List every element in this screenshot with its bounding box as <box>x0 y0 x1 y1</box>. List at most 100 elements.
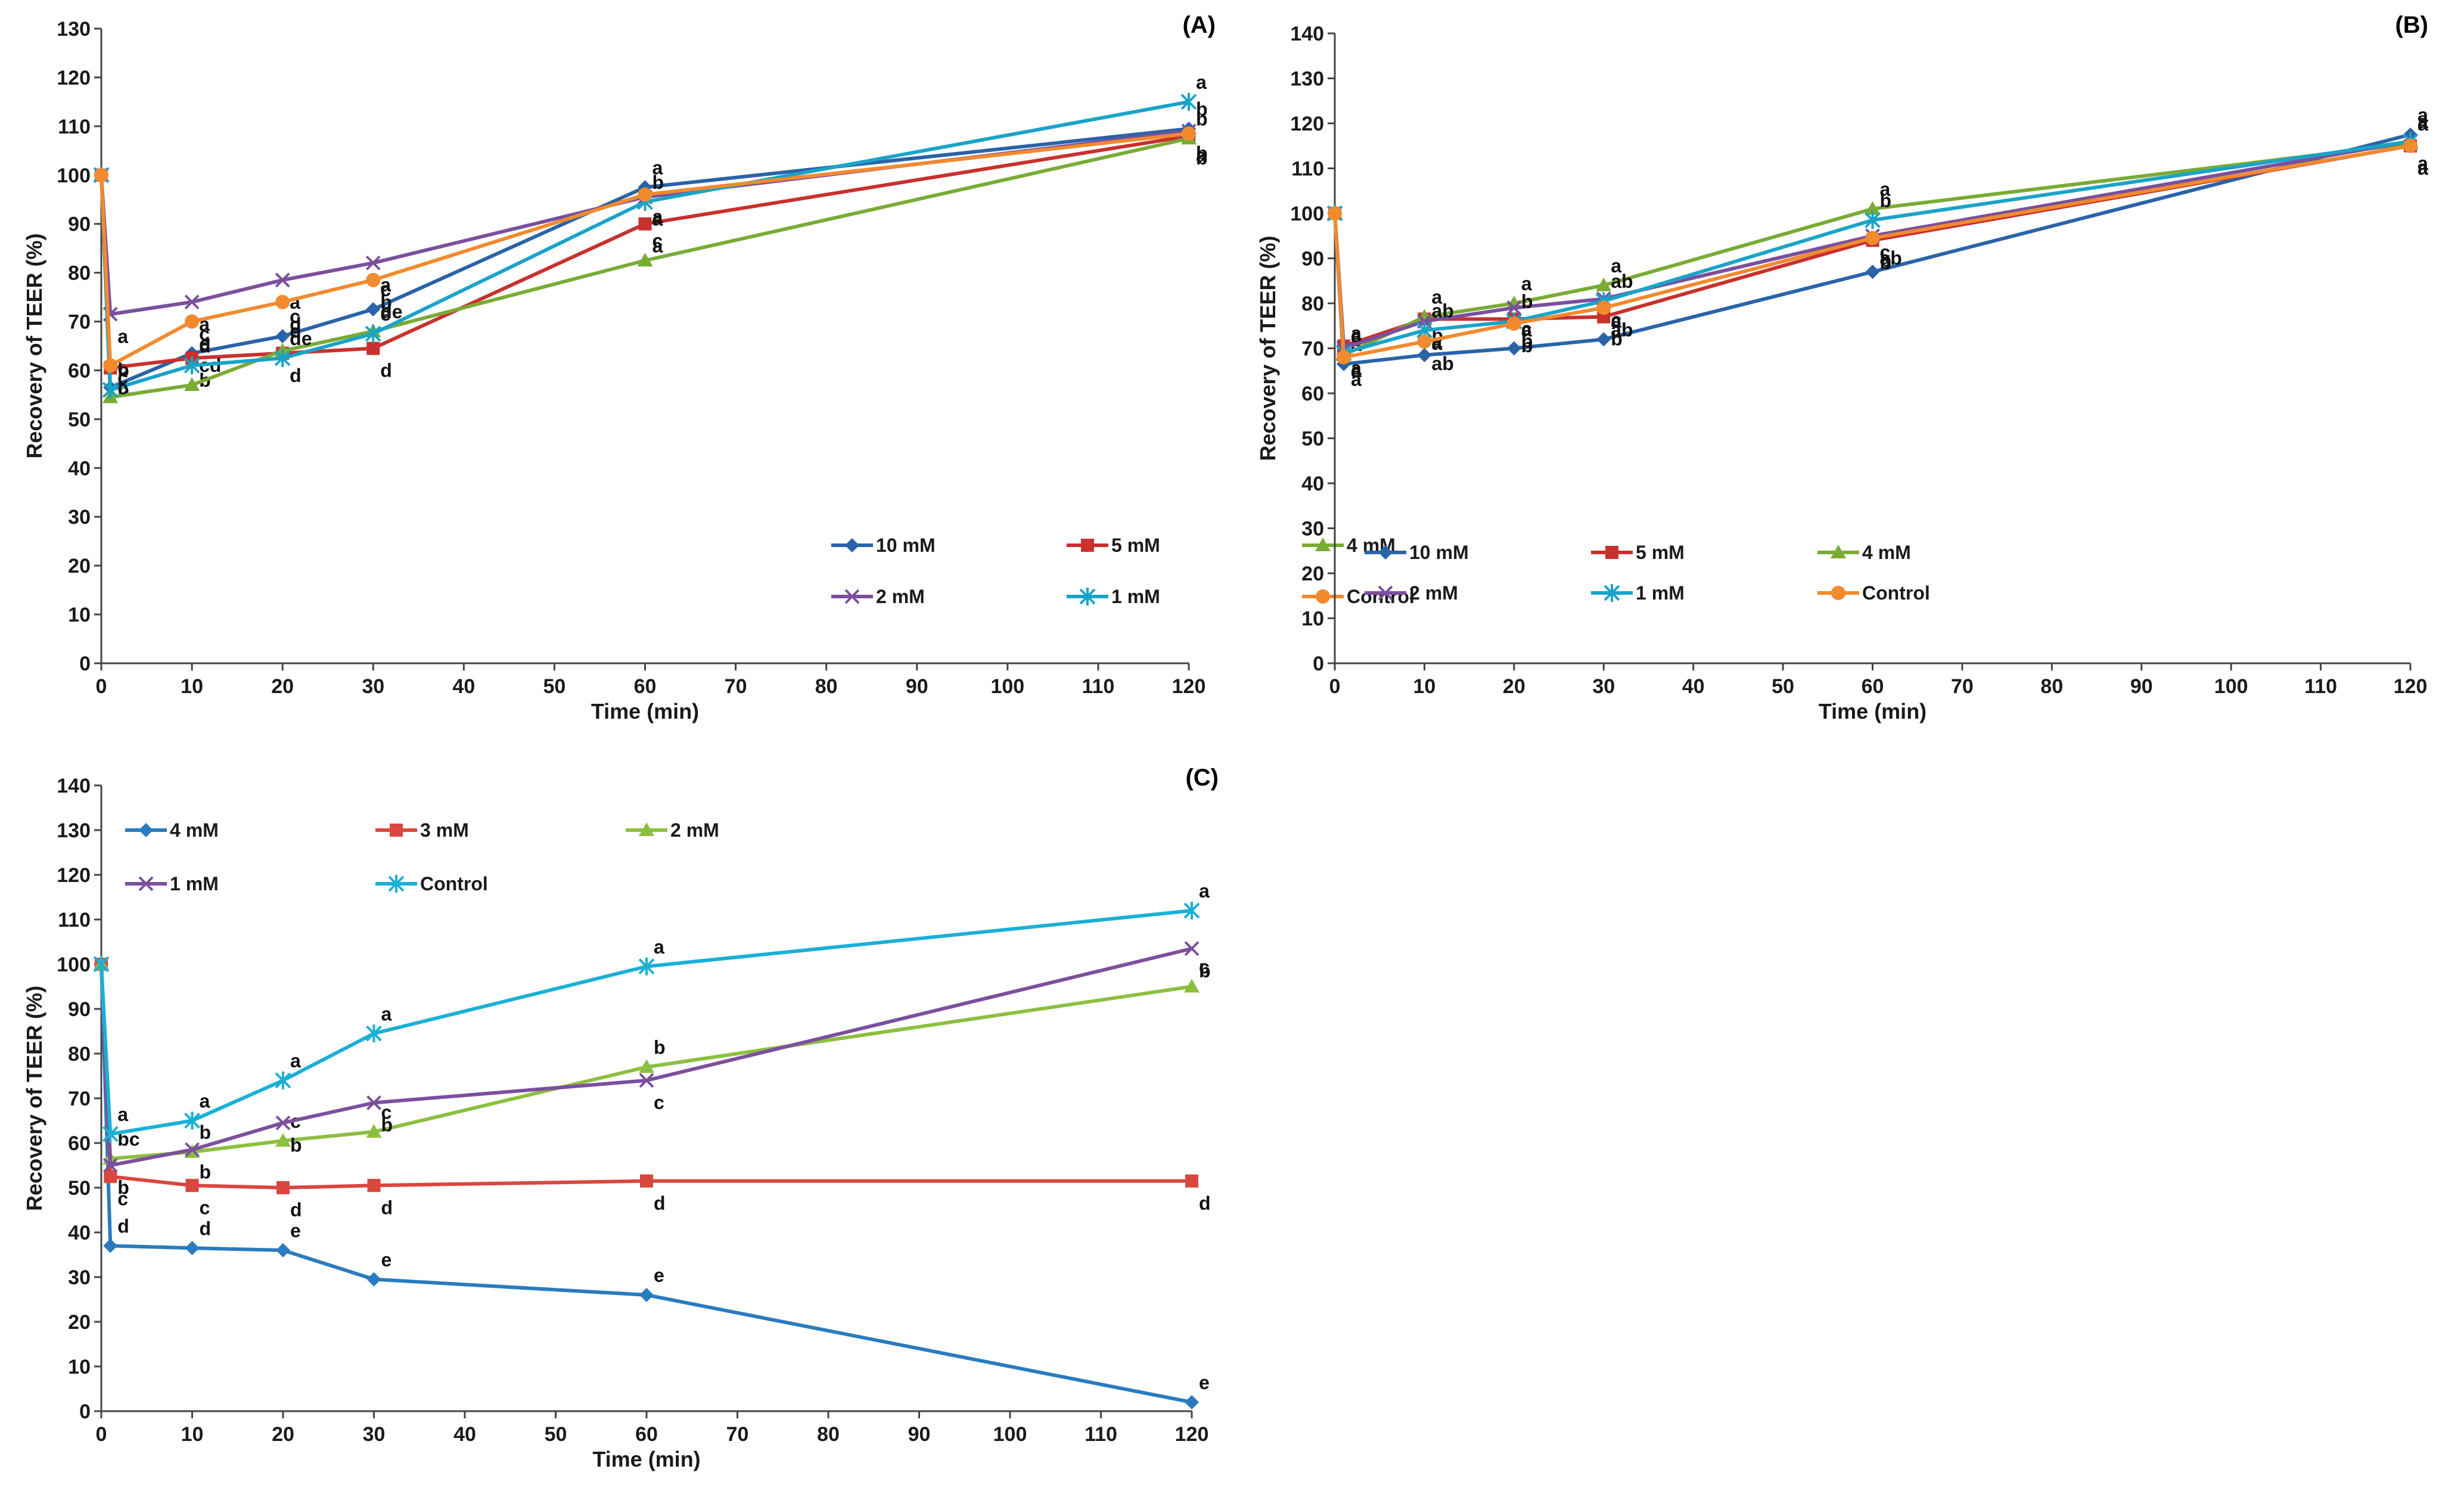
significance-label: e <box>381 1249 392 1271</box>
legend-marker <box>1081 539 1094 552</box>
significance-label: a <box>1351 325 1362 346</box>
y-tick-label: 130 <box>57 18 91 41</box>
significance-label: a <box>1521 273 1532 294</box>
y-tick-label: 70 <box>68 1088 91 1110</box>
legend: 10 mM 5 mM 4 mM 2 mM 1 mM Control <box>1365 542 1930 604</box>
significance-label: a <box>652 157 663 178</box>
x-tick-label: 50 <box>545 1423 567 1446</box>
significance-label: a <box>381 1003 392 1024</box>
x-tick-label: 10 <box>181 675 203 698</box>
series-line <box>100 132 1189 368</box>
x-tick-label: 120 <box>1172 675 1206 698</box>
legend-item: 1 mM <box>1067 586 1160 607</box>
data-point <box>366 302 381 317</box>
data-point <box>1182 126 1196 141</box>
legend-marker <box>1378 585 1393 601</box>
data-point <box>275 294 290 309</box>
x-tick-label: 60 <box>1862 675 1884 698</box>
legend-marker <box>1831 545 1846 558</box>
data-point <box>366 341 380 355</box>
significance-label: a <box>1521 319 1532 341</box>
data-point <box>185 314 200 329</box>
significance-label: b <box>1611 328 1623 350</box>
x-tick-label: 70 <box>726 1423 749 1446</box>
data-point <box>365 255 381 271</box>
significance-label: ab <box>1431 353 1453 374</box>
significance-label: a <box>2418 104 2428 126</box>
data-point <box>185 1179 199 1192</box>
significance-label: a <box>652 209 663 230</box>
x-tick-label: 0 <box>1329 675 1341 698</box>
legend-item: 2 mM <box>1365 582 1458 604</box>
data-point <box>1865 231 1880 246</box>
legend-label: 4 mM <box>1862 542 1911 563</box>
y-tick-label: 50 <box>1301 428 1324 451</box>
significance-label: b <box>652 172 664 193</box>
data-point <box>1865 265 1880 279</box>
legend-item: 5 mM <box>1067 535 1160 556</box>
significance-label: a <box>652 206 663 228</box>
data-point <box>275 1071 291 1089</box>
legend-marker <box>1831 586 1845 600</box>
legend: 4 mM 3 mM 2 mM 1 mM Control <box>125 819 719 894</box>
y-tick-label: 70 <box>68 311 91 334</box>
x-axis-title: Time (min) <box>1819 699 1927 723</box>
data-point <box>638 217 652 231</box>
data-point <box>1865 211 1881 229</box>
y-tick-label: 110 <box>1291 158 1324 181</box>
x-tick-label: 10 <box>1413 675 1436 698</box>
x-tick-label: 10 <box>181 1423 204 1446</box>
significance-label: d <box>381 1197 393 1218</box>
significance-label: b <box>1521 291 1533 312</box>
legend-item: 4 mM <box>1817 542 1911 563</box>
legend-marker <box>1605 546 1618 559</box>
x-tick-label: 70 <box>725 675 747 698</box>
y-tick-label: 100 <box>57 953 91 976</box>
significance-label: d <box>654 1192 666 1214</box>
x-tick-label: 30 <box>363 1423 386 1446</box>
significance-label: a <box>117 325 128 347</box>
data-point <box>276 1243 290 1257</box>
significance-label: b <box>1196 147 1208 169</box>
significance-label: e <box>654 1265 664 1286</box>
data-point <box>1185 1174 1198 1188</box>
data-point <box>1417 347 1432 362</box>
legend-label: 1 mM <box>170 873 219 894</box>
panel-title: (A) <box>1182 12 1216 38</box>
y-tick-label: 40 <box>68 1222 91 1244</box>
significance-label: b <box>1521 335 1533 356</box>
y-tick-label: 80 <box>68 1043 91 1066</box>
x-axis-title: Time (min) <box>591 699 699 723</box>
legend-label: 3 mM <box>420 819 469 841</box>
significance-label: a <box>1431 287 1442 308</box>
data-point <box>184 377 200 392</box>
legend-marker <box>639 822 654 836</box>
series-5-mm: aa b bba <box>1328 139 2428 379</box>
legend-label: 2 mM <box>1409 582 1458 604</box>
significance-label: a <box>1196 145 1207 166</box>
data-point <box>639 1073 654 1088</box>
x-tick-label: 20 <box>271 675 294 698</box>
x-tick-label: 90 <box>908 1423 931 1446</box>
significance-label: ab <box>1880 247 1902 269</box>
x-tick-label: 20 <box>1503 675 1525 698</box>
data-point <box>637 253 653 267</box>
data-point <box>1184 979 1200 993</box>
series-2-mm: bc bc cbc <box>94 956 1210 1165</box>
legend-label: 4 mM <box>170 819 219 841</box>
y-tick-label: 20 <box>68 555 91 577</box>
y-tick-label: 30 <box>68 1266 91 1289</box>
x-tick-label: 40 <box>1682 675 1705 698</box>
data-point <box>103 358 118 373</box>
significance-label: c <box>117 367 128 389</box>
data-point <box>366 1124 382 1138</box>
significance-label: b <box>380 291 392 313</box>
legend-item: 10 mM <box>831 535 936 556</box>
legend-marker <box>1378 545 1393 560</box>
data-point <box>1183 902 1200 920</box>
significance-label: b <box>1880 190 1892 211</box>
significance-label: de <box>290 328 312 349</box>
data-point <box>275 329 290 344</box>
